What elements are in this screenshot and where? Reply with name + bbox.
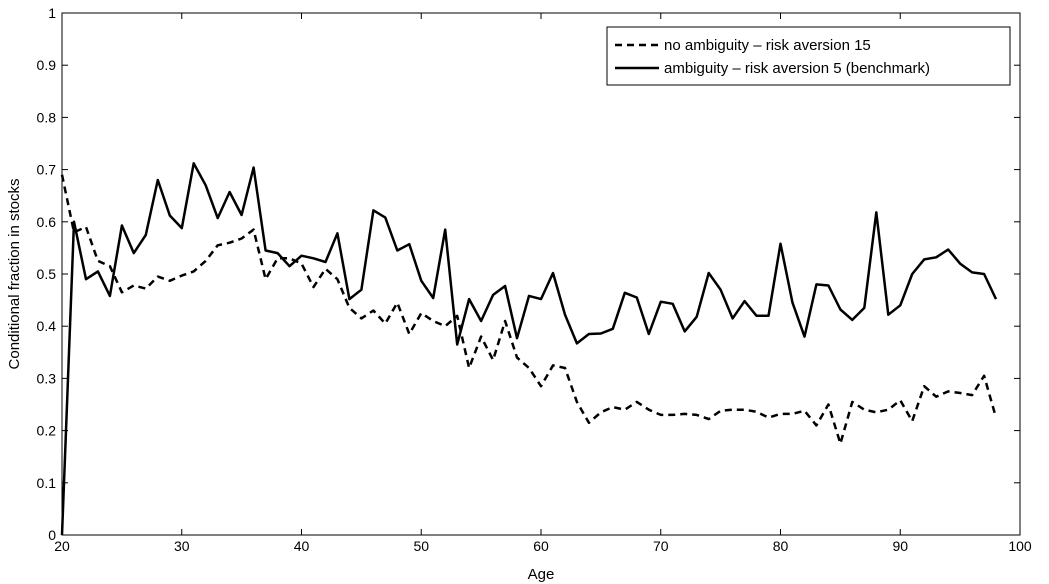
- x-tick-label: 100: [1008, 538, 1032, 554]
- y-tick-label: 0.5: [37, 266, 57, 282]
- y-tick-label: 0: [48, 527, 56, 543]
- x-tick-label: 80: [773, 538, 789, 554]
- series-line-1: [60, 162, 998, 536]
- x-tick-label: 50: [413, 538, 429, 554]
- y-tick-label: 0.1: [37, 475, 57, 491]
- legend-label-no-ambiguity: no ambiguity – risk aversion 15: [664, 37, 871, 54]
- legend: no ambiguity – risk aversion 15 ambiguit…: [606, 26, 1011, 86]
- legend-box: [606, 26, 1011, 86]
- x-tick-label: 20: [54, 538, 70, 554]
- x-tick-label: 70: [653, 538, 669, 554]
- y-tick-label: 0.2: [37, 423, 57, 439]
- y-tick-label: 0.9: [37, 57, 57, 73]
- series-line-0: [60, 174, 998, 445]
- series-lines: [60, 162, 998, 536]
- y-tick-label: 1: [48, 5, 56, 21]
- axis-ticks: 20 30 40 50 60 70 80 90 100 0 0.1 0.2 0.3 0.4 0.5 0.6 0.…: [37, 5, 1032, 554]
- y-tick-label: 0.6: [37, 214, 57, 230]
- x-tick-label: 60: [533, 538, 549, 554]
- legend-label-ambiguity: ambiguity – risk aversion 5 (benchmark): [664, 60, 930, 77]
- x-tick-label: 40: [294, 538, 310, 554]
- x-axis-label: Age: [528, 566, 555, 583]
- y-tick-label: 0.8: [37, 109, 57, 125]
- x-tick-label: 90: [892, 538, 908, 554]
- y-tick-label: 0.4: [37, 318, 57, 334]
- y-axis-label: Conditional fraction in stocks: [6, 179, 23, 370]
- y-tick-label: 0.7: [37, 162, 57, 178]
- x-tick-label: 30: [174, 538, 190, 554]
- plot-frame: [61, 12, 1021, 536]
- y-tick-label: 0.3: [37, 370, 57, 386]
